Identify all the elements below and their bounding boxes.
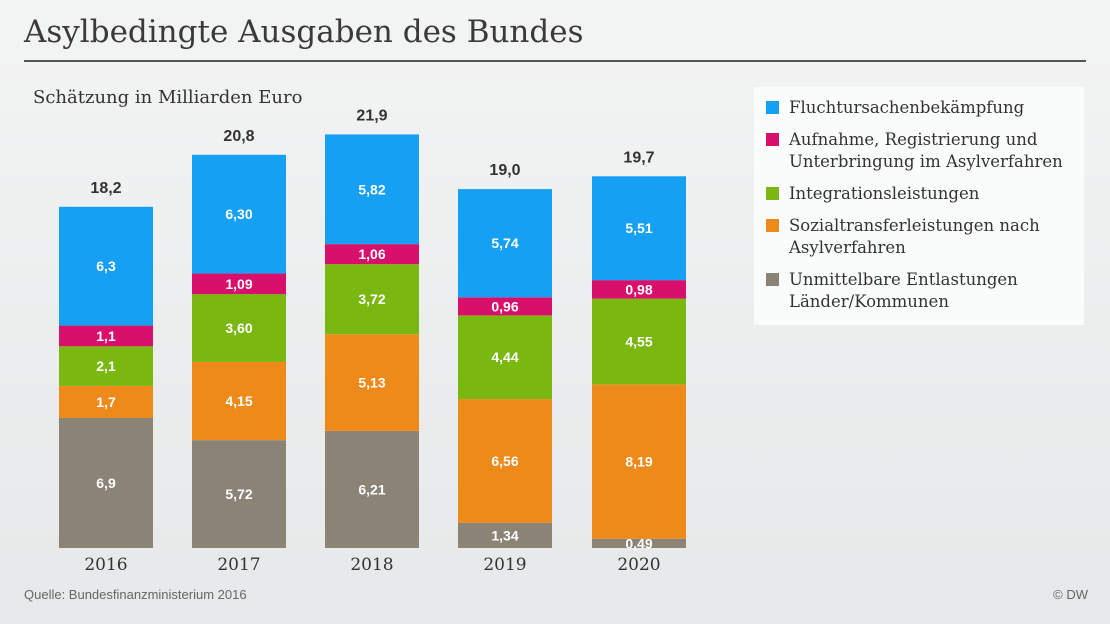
segment-data-label: 5,51 <box>625 220 652 236</box>
legend-label: Aufnahme, Registrierung und Unterbringun… <box>789 130 1063 171</box>
bar-segment-integration <box>325 264 419 335</box>
segment-data-label: 4,15 <box>225 393 252 409</box>
segment-data-label: 5,74 <box>491 235 518 251</box>
segment-data-label: 6,56 <box>491 453 518 469</box>
segment-data-label: 1,7 <box>96 394 116 410</box>
legend-item-integration: Integrationsleistungen <box>766 183 1084 205</box>
segment-data-label: 4,44 <box>491 349 518 365</box>
bar-segment-aufnahme <box>592 280 686 299</box>
bar-segment-sozial <box>59 385 153 418</box>
segment-data-label: 3,60 <box>225 320 252 336</box>
segment-data-label: 5,82 <box>358 181 385 197</box>
legend-label: Sozialtransferleistungen nach Asylverfah… <box>789 216 1040 257</box>
bar-segment-fluchtursachen <box>59 206 153 326</box>
bar-segment-aufnahme <box>458 297 552 316</box>
segment-data-label: 6,30 <box>225 206 252 222</box>
legend-item-entlastung: Unmittelbare Entlastungen Länder/Kommune… <box>766 269 1084 313</box>
legend-label: Fluchtursachenbekämpfung <box>789 98 1025 117</box>
segment-data-label: 1,09 <box>225 276 252 292</box>
legend-swatch <box>766 133 779 146</box>
legend-swatch <box>766 101 779 114</box>
segment-data-label: 5,13 <box>358 375 385 391</box>
legend-swatch <box>766 219 779 232</box>
legend-item-fluchtursachen: Fluchtursachenbekämpfung <box>766 97 1084 119</box>
segment-data-label: 1,06 <box>358 246 385 262</box>
legend-label: Integrationsleistungen <box>789 184 980 203</box>
x-tick-label: 2018 <box>350 555 393 575</box>
segment-data-label: 0,96 <box>491 298 518 314</box>
segment-data-label: 4,55 <box>625 333 652 349</box>
segment-data-label: 1,34 <box>491 527 518 543</box>
bar-total-label: 21,9 <box>356 107 387 124</box>
bar-segment-integration <box>458 315 552 400</box>
segment-data-label: 6,9 <box>96 475 116 491</box>
legend-swatch <box>766 273 779 286</box>
chart-subtitle: Schätzung in Milliarden Euro <box>33 87 303 108</box>
bar-segment-integration <box>192 294 286 362</box>
x-tick-label: 2016 <box>84 555 127 575</box>
bar-segment-entlastung <box>325 430 419 548</box>
segment-data-label: 1,1 <box>96 328 116 344</box>
bar-total-label: 20,8 <box>223 128 254 145</box>
legend-swatch <box>766 187 779 200</box>
segment-data-label: 0,98 <box>625 281 652 297</box>
title-divider <box>24 60 1086 62</box>
bar-segment-entlastung <box>192 440 286 548</box>
segment-data-label: 5,72 <box>225 486 252 502</box>
x-tick-label: 2020 <box>617 555 660 575</box>
legend-item-aufnahme: Aufnahme, Registrierung und Unterbringun… <box>766 129 1084 173</box>
bar-segment-fluchtursachen <box>192 154 286 274</box>
bar-segment-entlastung <box>458 522 552 548</box>
segment-data-label: 6,21 <box>358 481 385 497</box>
segment-data-label: 2,1 <box>96 358 116 374</box>
segment-data-label: 0,49 <box>625 535 652 551</box>
bar-segment-integration <box>592 298 686 385</box>
bar-segment-aufnahme <box>59 325 153 347</box>
legend-label: Unmittelbare Entlastungen Länder/Kommune… <box>789 270 1018 311</box>
bar-segment-sozial <box>192 361 286 441</box>
bar-segment-aufnahme <box>325 244 419 265</box>
bar-segment-entlastung <box>592 538 686 548</box>
bar-total-label: 19,0 <box>489 162 520 179</box>
source-note: Quelle: Bundesfinanzministerium 2016 <box>24 587 247 602</box>
bar-total-label: 18,2 <box>90 180 121 197</box>
bar-total-label: 19,7 <box>623 149 654 166</box>
bar-segment-fluchtursachen <box>325 134 419 245</box>
bar-segment-integration <box>59 346 153 386</box>
bar-segment-aufnahme <box>192 273 286 295</box>
segment-data-label: 6,3 <box>96 258 116 274</box>
bar-segment-entlastung <box>59 417 153 548</box>
chart-title: Asylbedingte Ausgaben des Bundes <box>24 14 584 50</box>
bar-segment-sozial <box>592 384 686 539</box>
bar-segment-fluchtursachen <box>592 176 686 281</box>
bar-segment-sozial <box>458 399 552 523</box>
segment-data-label: 8,19 <box>625 454 652 470</box>
x-tick-label: 2017 <box>217 555 260 575</box>
x-tick-label: 2019 <box>483 555 526 575</box>
bar-segment-sozial <box>325 334 419 431</box>
legend: Fluchtursachenbekämpfung Aufnahme, Regis… <box>754 87 1084 325</box>
dw-logo: © DW <box>1053 587 1088 602</box>
legend-item-sozial: Sozialtransferleistungen nach Asylverfah… <box>766 215 1084 259</box>
segment-data-label: 3,72 <box>358 291 385 307</box>
bar-segment-fluchtursachen <box>458 189 552 298</box>
